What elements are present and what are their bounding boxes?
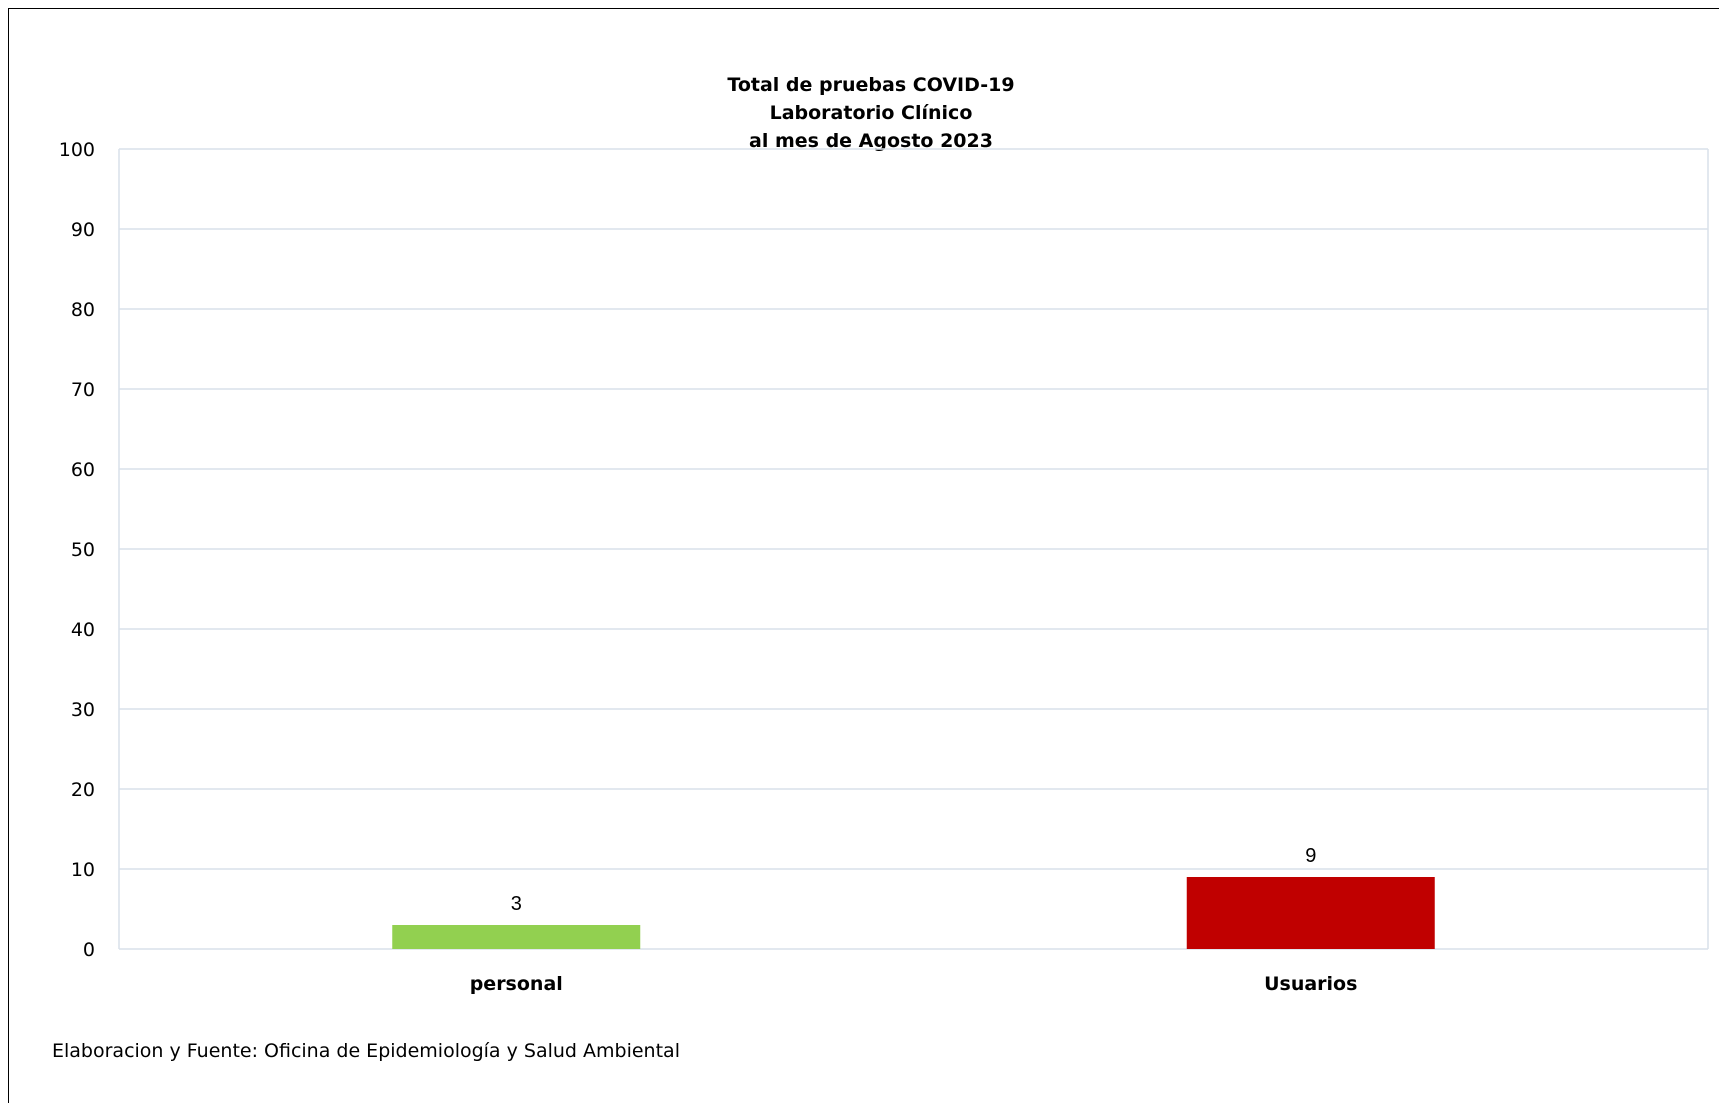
- x-axis-categories: personal Usuarios: [470, 973, 1358, 995]
- y-tick-label-100: 100: [59, 139, 95, 161]
- chart-border: [8, 8, 1719, 1103]
- data-labels: 39: [511, 845, 1317, 915]
- y-tick-label-20: 20: [71, 779, 95, 801]
- chart-title-line-3: al mes de Agosto 2023: [749, 130, 993, 152]
- y-tick-label-80: 80: [71, 299, 95, 321]
- y-tick-label-30: 30: [71, 699, 95, 721]
- category-label-personal: personal: [470, 973, 563, 995]
- y-tick-label-10: 10: [71, 859, 95, 881]
- y-tick-label-70: 70: [71, 379, 95, 401]
- data-label-personal: 3: [511, 893, 522, 915]
- y-tick-label-0: 0: [83, 939, 95, 961]
- y-tick-label-90: 90: [71, 219, 95, 241]
- y-tick-label-40: 40: [71, 619, 95, 641]
- bars: [392, 877, 1435, 949]
- source-note: Elaboracion y Fuente: Oficina de Epidemi…: [52, 1040, 680, 1062]
- category-label-usuarios: Usuarios: [1264, 973, 1357, 995]
- y-axis-ticks: 0 10 20 30 40 50 60 70 80 90 100: [59, 139, 95, 961]
- chart-title: Total de pruebas COVID-19 Laboratorio Clí…: [727, 74, 1014, 152]
- bar-personal: [392, 925, 641, 949]
- y-tick-label-50: 50: [71, 539, 95, 561]
- chart-title-line-1: Total de pruebas COVID-19: [727, 74, 1014, 96]
- data-label-usuarios: 9: [1305, 845, 1316, 867]
- gridlines: [118, 148, 1709, 950]
- chart-title-line-2: Laboratorio Clínico: [770, 102, 973, 124]
- y-tick-label-60: 60: [71, 459, 95, 481]
- bar-usuarios: [1186, 877, 1435, 949]
